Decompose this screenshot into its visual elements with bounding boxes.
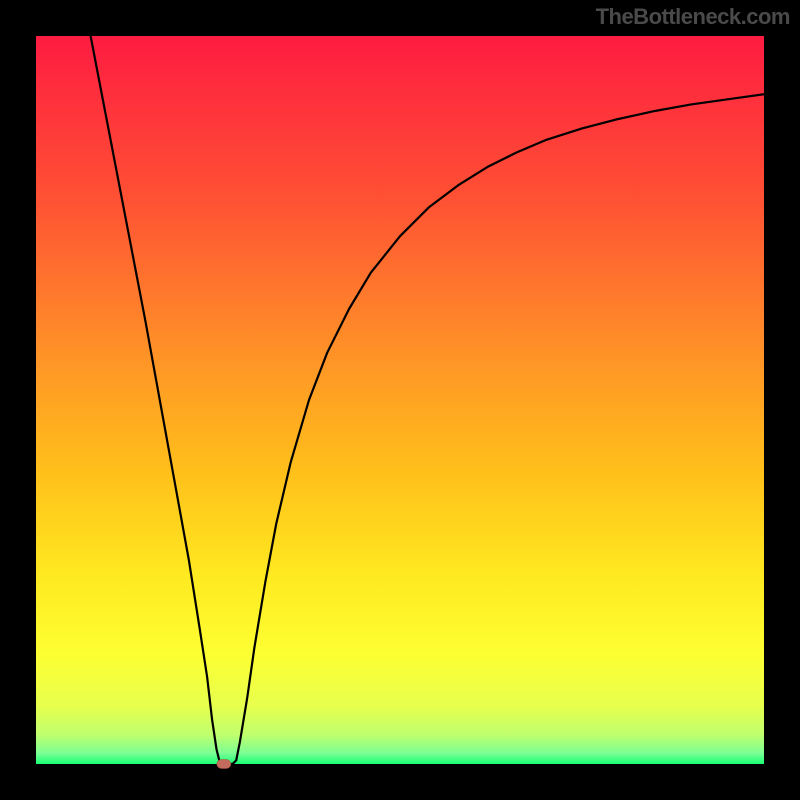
attribution-text: TheBottleneck.com	[596, 4, 790, 30]
optimal-point-marker	[217, 760, 231, 769]
chart-wrapper: TheBottleneck.com	[0, 0, 800, 800]
plot-background	[36, 36, 764, 764]
bottleneck-curve-chart	[0, 0, 800, 800]
